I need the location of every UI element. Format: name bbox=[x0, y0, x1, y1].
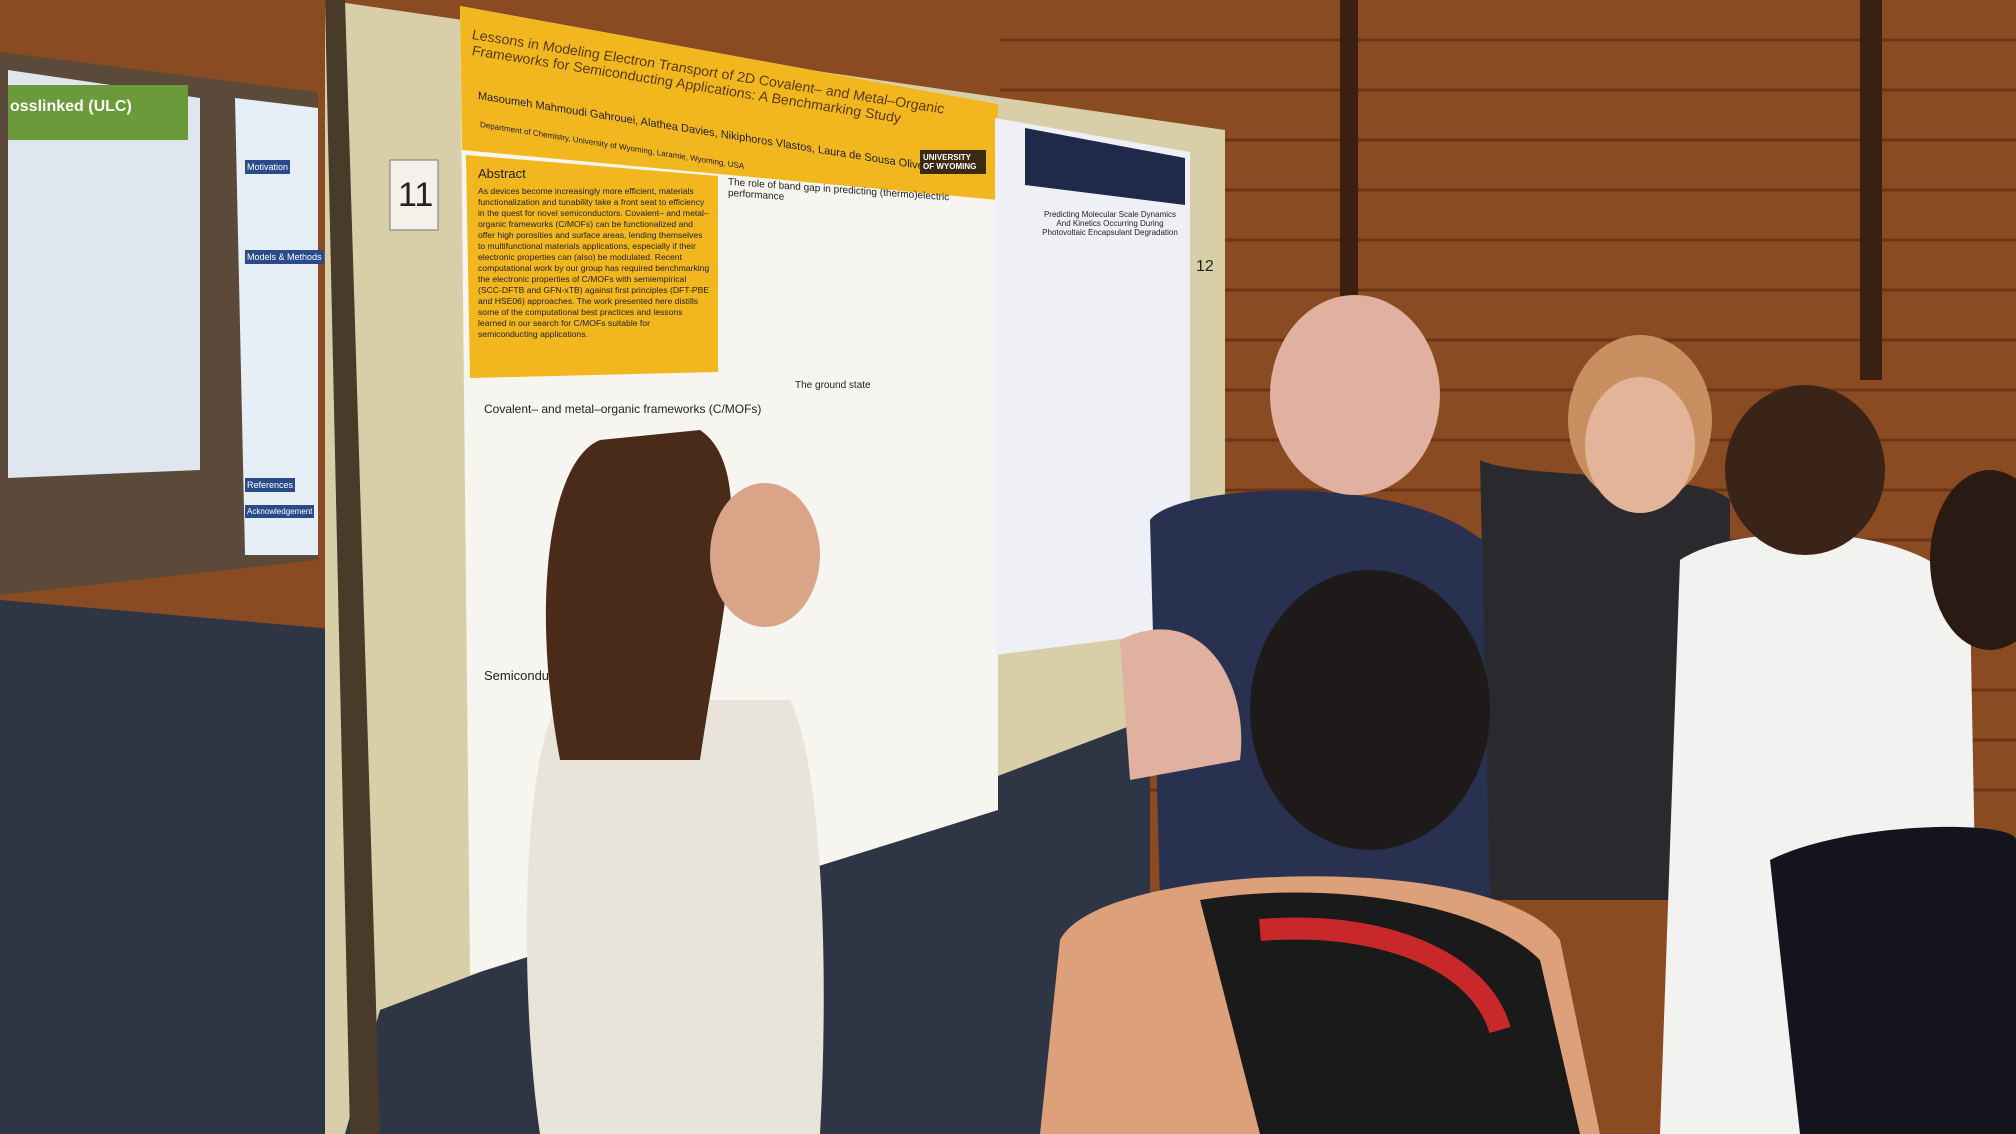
main-poster-header bbox=[460, 6, 998, 200]
left-section: Models & Methods bbox=[245, 250, 324, 264]
left-poster bbox=[8, 70, 200, 478]
right-poster bbox=[995, 118, 1190, 655]
section-heading: The ground state bbox=[795, 380, 871, 391]
board-frame bbox=[325, 0, 380, 1134]
board-number: 12 bbox=[1196, 258, 1214, 275]
board-number: 11 bbox=[398, 176, 434, 214]
number-card bbox=[389, 159, 439, 231]
section-heading: Covalent– and metal–organic frameworks (… bbox=[484, 402, 762, 416]
right-poster-header bbox=[1025, 128, 1185, 205]
abstract-box bbox=[466, 155, 718, 378]
left-section: Acknowledgement bbox=[245, 505, 315, 518]
abstract-heading: Abstract bbox=[478, 166, 526, 181]
abstract-text: As devices become increasingly more effi… bbox=[478, 186, 710, 339]
wall-post bbox=[1340, 0, 1358, 300]
right-poster-title: Predicting Molecular Scale Dynamics And … bbox=[1042, 210, 1178, 237]
left-section: Motivation bbox=[245, 160, 291, 174]
wall-post bbox=[1860, 0, 1882, 380]
left-poster-header bbox=[8, 85, 188, 140]
left-section: References bbox=[245, 478, 296, 492]
left-poster-2 bbox=[235, 98, 318, 555]
left-poster-title: osslinked (ULC) bbox=[10, 98, 132, 115]
section-heading: Semiconducting bbox=[484, 668, 577, 683]
logo: UNIVERSITY OF WYOMING bbox=[920, 150, 986, 174]
